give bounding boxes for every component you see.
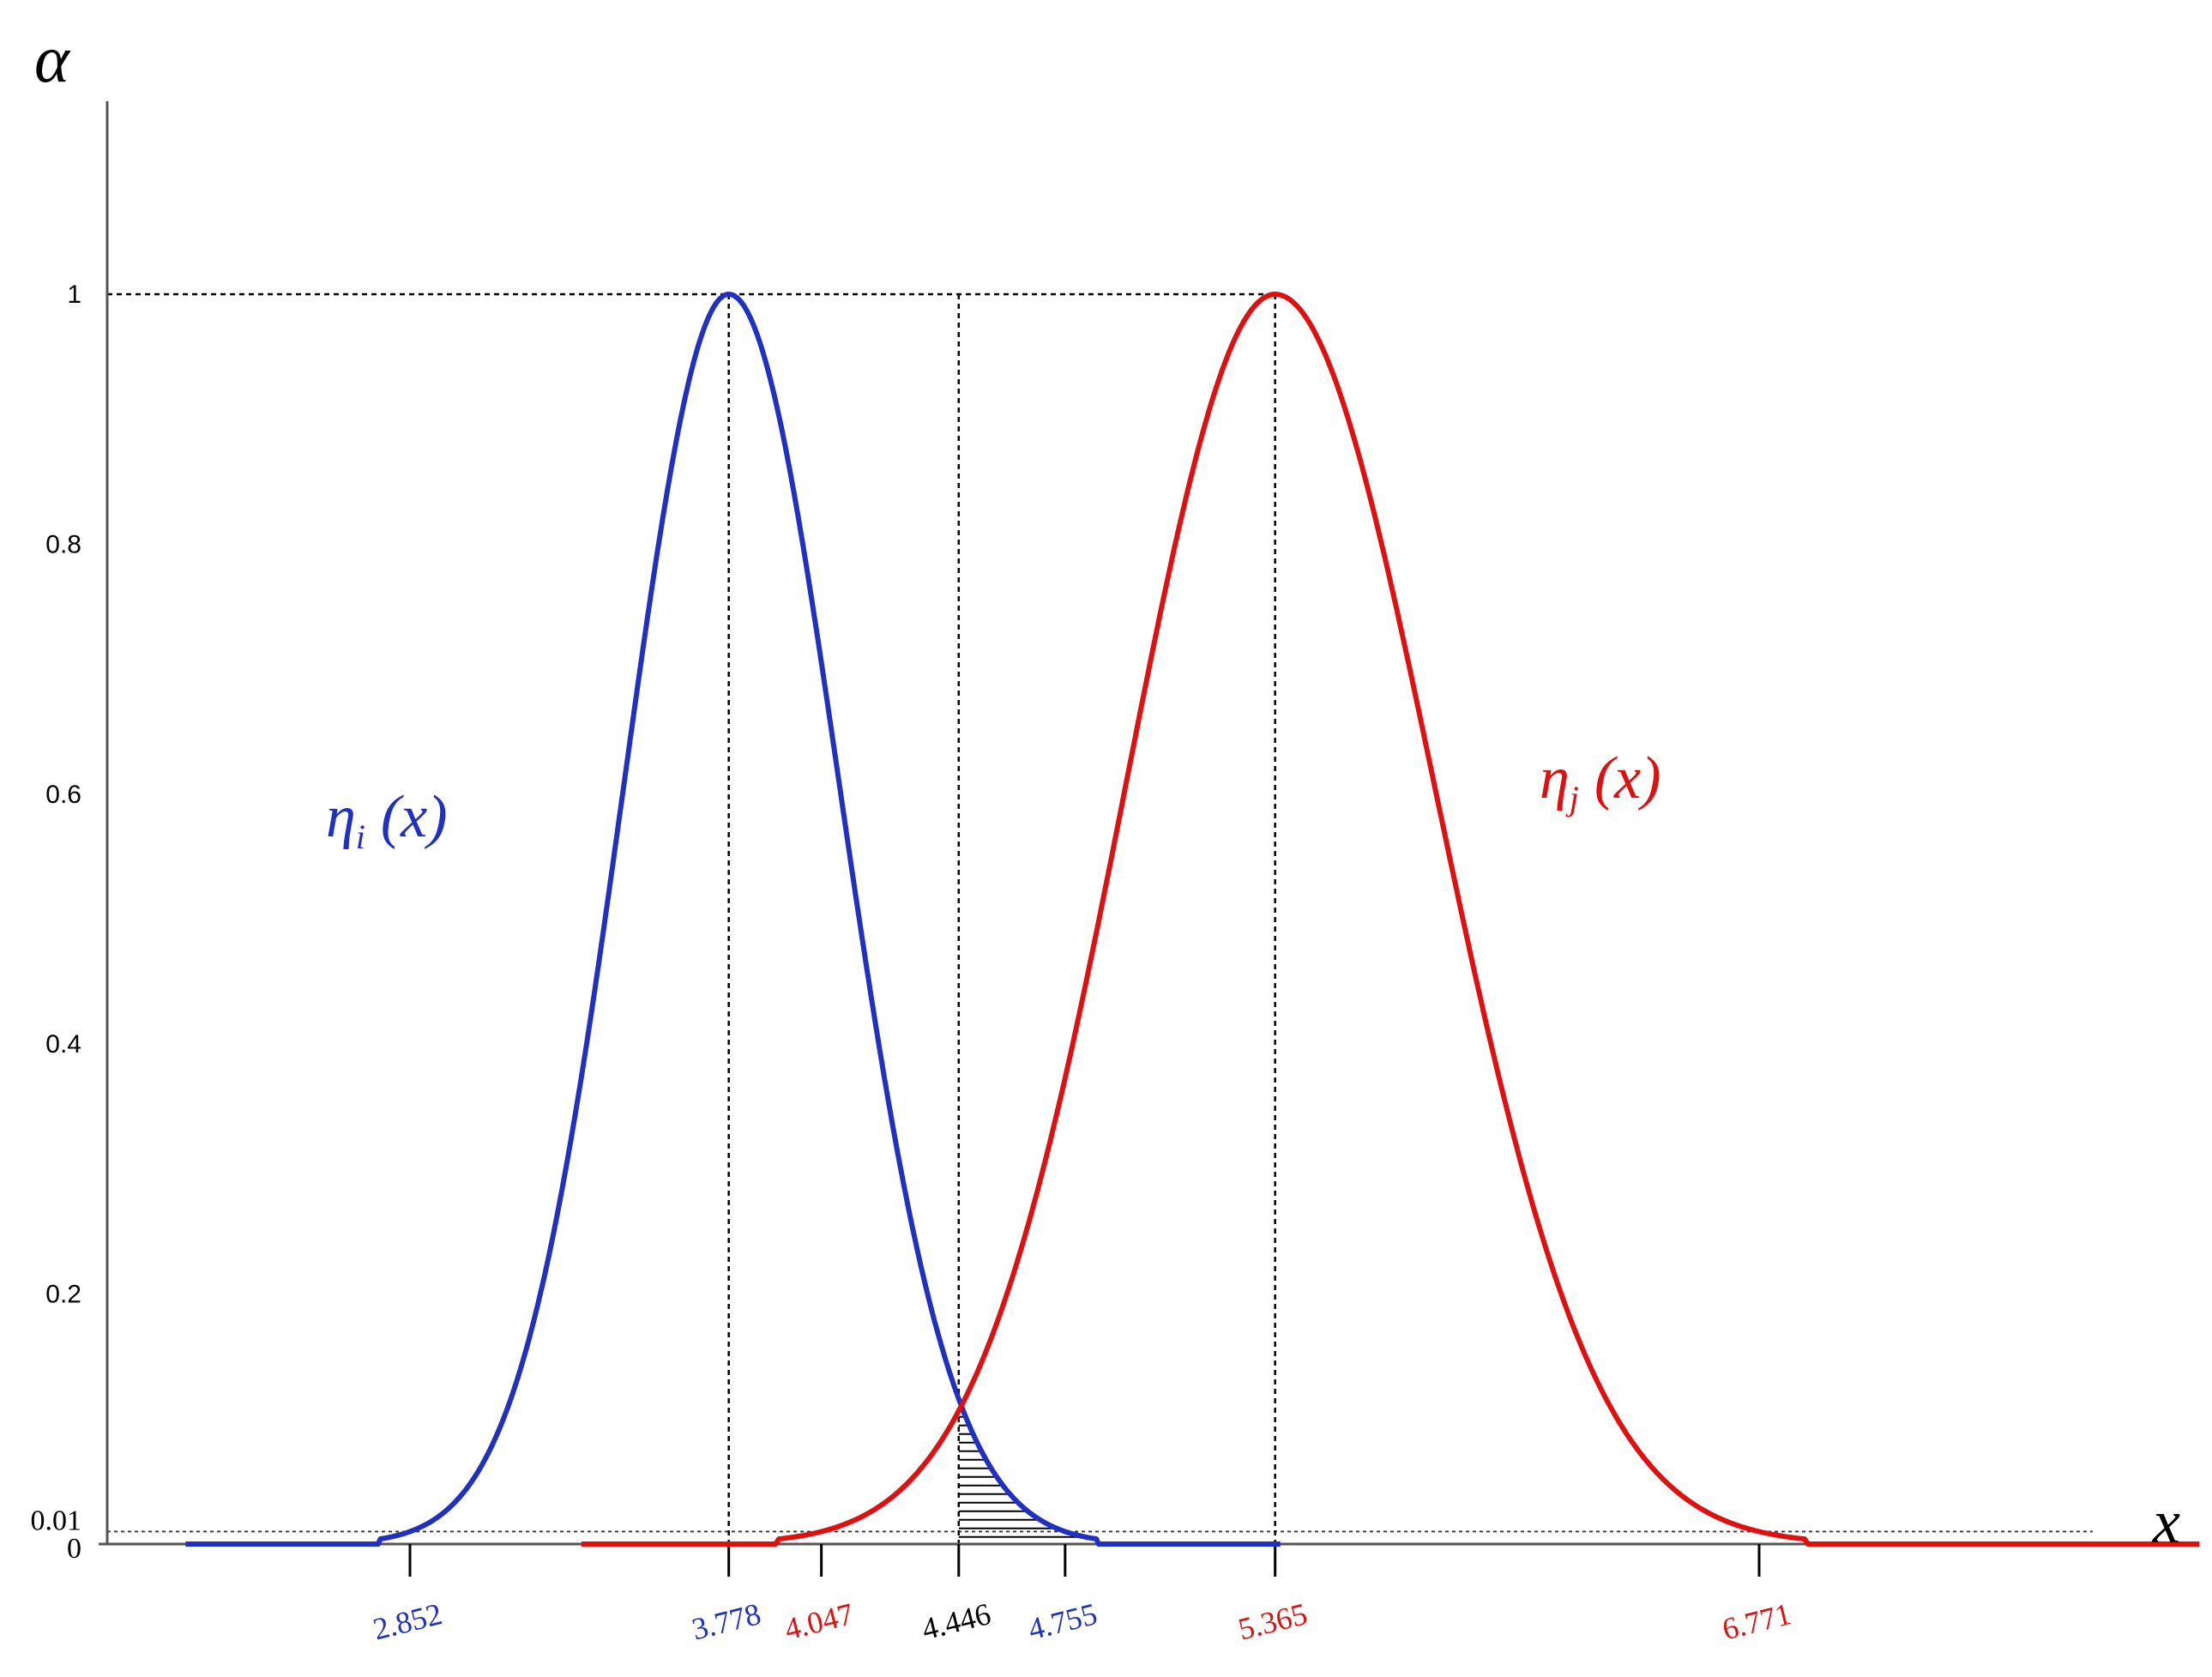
series-label-eta-i-tail: (x) <box>381 784 448 850</box>
y-tick-label: 0.01 <box>31 1505 82 1536</box>
y-tick-label: 0 <box>67 1533 81 1565</box>
series-curves <box>184 292 2200 1547</box>
x-tick-label: 3.778 <box>689 1596 764 1646</box>
x-axis-label: x <box>2152 1487 2180 1556</box>
y-tick-label: 0.2 <box>45 1281 81 1309</box>
series-label-eta-j-sub: j <box>1565 779 1579 817</box>
overlap-hatch-region <box>958 1415 1086 1538</box>
x-tick-label: 4.047 <box>781 1596 857 1646</box>
series-curve-2 <box>581 292 2200 1547</box>
y-axis-label: α <box>34 21 71 96</box>
series-label-eta-j-tail: (x) <box>1594 745 1661 811</box>
y-tick-label: 0.4 <box>45 1030 81 1059</box>
y-tick-label: 1 <box>67 281 81 309</box>
y-tick-label: 0.8 <box>45 530 81 558</box>
x-tick-label: 4.446 <box>919 1596 994 1646</box>
series-label-eta-j-main: η <box>1540 745 1570 811</box>
y-tick-label: 0.6 <box>45 781 81 809</box>
series-label-eta-i-sub: i <box>356 817 365 856</box>
x-tick-label: 4.755 <box>1025 1596 1100 1646</box>
x-tick-label: 5.365 <box>1235 1596 1311 1646</box>
series-label-eta-i: ηi (x) <box>326 784 448 856</box>
series-label-eta-j: ηj (x) <box>1540 745 1661 817</box>
series-curve-1 <box>184 292 1281 1547</box>
x-tick-label: 2.852 <box>370 1596 445 1646</box>
y-axis-ticks: 00.01 0.2 0.4 0.6 0.8 1 <box>31 281 82 1565</box>
series-label-eta-i-main: η <box>326 784 356 850</box>
x-tick-label: 6.771 <box>1719 1596 1794 1646</box>
x-axis-ticks: 2.852 3.778 4.047 4.446 4.755 5.365 6.771 <box>370 1544 1794 1647</box>
